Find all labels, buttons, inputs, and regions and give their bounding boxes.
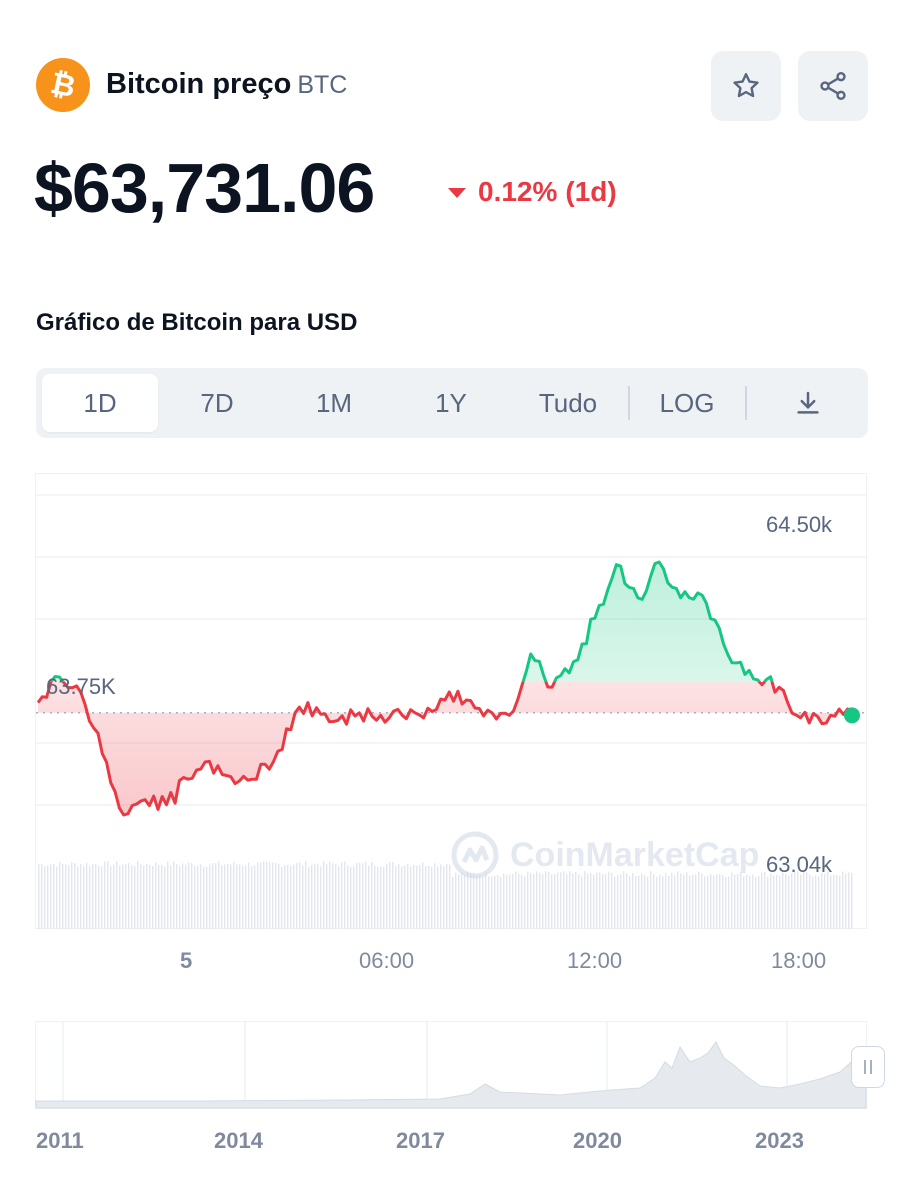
coin-symbol: BTC: [297, 71, 348, 99]
share-icon: [820, 72, 846, 100]
navigator-handle[interactable]: [851, 1046, 885, 1088]
tab-divider: [745, 386, 747, 420]
watchlist-button[interactable]: [711, 51, 781, 121]
coinmarketcap-logo-icon: [451, 831, 499, 879]
watermark-text: CoinMarketCap: [510, 835, 760, 874]
tab-1d[interactable]: 1D: [42, 374, 158, 432]
y-tick-low: 63.04k: [766, 852, 833, 877]
x-tick-0600: 06:00: [359, 948, 415, 973]
y-tick-reference: 63.75K: [46, 674, 116, 699]
tab-1y[interactable]: 1Y: [435, 387, 467, 418]
current-price: $63,731.06: [34, 149, 375, 227]
coin-name: Bitcoin preço: [106, 68, 292, 100]
caret-down-icon: [448, 188, 466, 198]
year-label-2020: 2020: [573, 1128, 622, 1153]
coin-title: Bitcoin preço BTC: [106, 68, 347, 101]
history-navigator[interactable]: [35, 1021, 867, 1109]
bitcoin-logo-glyph: ₿: [47, 66, 78, 105]
x-tick-1200: 12:00: [567, 948, 623, 973]
drag-handle-icon: [864, 1060, 872, 1074]
watermark: CoinMarketCap: [450, 830, 759, 880]
download-icon: [797, 391, 819, 414]
y-tick-high: 64.50k: [766, 512, 833, 537]
download-button[interactable]: [750, 374, 866, 432]
change-percent: 0.12%: [478, 176, 558, 207]
year-label-2014: 2014: [214, 1128, 263, 1153]
tab-all[interactable]: Tudo: [538, 387, 598, 418]
star-icon: [733, 73, 759, 98]
log-toggle[interactable]: LOG: [659, 387, 715, 418]
price-chart-frame: [35, 473, 867, 929]
price-change: 0.12% (1d): [448, 176, 617, 208]
share-button[interactable]: [798, 51, 868, 121]
tab-1m[interactable]: 1M: [315, 387, 353, 418]
year-label-2017: 2017: [396, 1128, 445, 1153]
svg-text:₿: ₿: [47, 66, 78, 105]
chart-section-title: Gráfico de Bitcoin para USD: [36, 309, 358, 336]
x-tick-1800: 18:00: [771, 948, 827, 973]
bitcoin-icon: ₿: [36, 58, 90, 112]
change-period: (1d): [565, 176, 617, 207]
x-tick-day: 5: [180, 948, 193, 973]
tab-divider: [628, 386, 630, 420]
range-tabs: 1D 7D 1M 1Y Tudo LOG: [36, 368, 868, 438]
year-label-2023: 2023: [755, 1128, 804, 1153]
year-label-2011: 2011: [36, 1128, 84, 1153]
tab-7d[interactable]: 7D: [200, 387, 234, 418]
